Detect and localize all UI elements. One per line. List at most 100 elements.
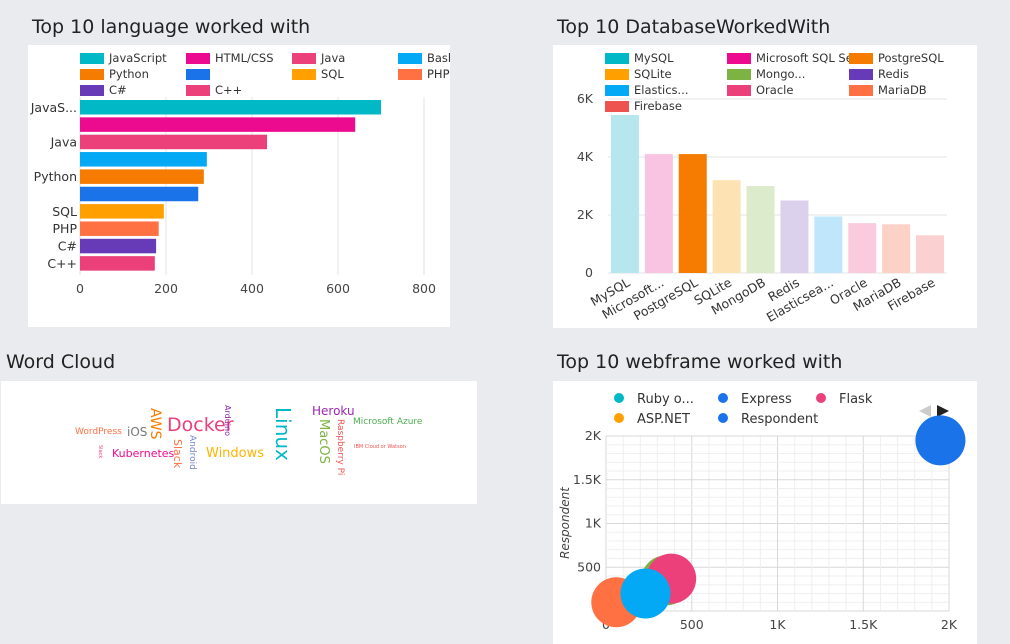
lang-y-label: Java	[50, 134, 77, 149]
web-y-axis-label: Respondent	[558, 486, 572, 559]
web-point	[620, 568, 671, 619]
lang-legend-swatch	[292, 53, 316, 64]
db-bar	[746, 186, 775, 273]
lang-bar	[80, 169, 204, 184]
lang-legend-label: JavaScript	[108, 51, 167, 65]
lang-y-label: SQL	[52, 204, 77, 219]
db-bar	[644, 154, 673, 273]
web-chart: Ruby o... Express Flask ASP.NET Respondent 50…	[558, 392, 966, 632]
web-legend-dot	[718, 393, 728, 403]
db-bar	[678, 154, 707, 273]
db-legend-label: Redis	[878, 67, 909, 81]
lang-bar	[80, 238, 157, 254]
lang-bar	[80, 117, 356, 132]
db-bar	[780, 200, 809, 273]
lang-legend-label: SQL	[321, 67, 344, 81]
lang-legend-label: C++	[215, 83, 242, 97]
db-legend-label: Elastics...	[634, 83, 689, 97]
lang-bar	[80, 100, 381, 115]
wordcloud-card: WordPress iOS AWS Docker Arduino Android Linux…	[1, 381, 477, 504]
web-x-tick: 500	[680, 617, 704, 632]
wordcloud-word: Microsoft Azure	[353, 417, 423, 427]
lang-bar	[80, 204, 164, 219]
db-legend-label: Oracle	[756, 83, 793, 97]
db-legend-swatch	[605, 53, 629, 64]
wordcloud-word: Raspberry Pi	[335, 419, 345, 476]
wordcloud-word: Arduino	[223, 405, 232, 436]
db-legend-swatch	[605, 85, 629, 96]
db-legend-swatch	[849, 85, 873, 96]
db-chart-card: MySQL Microsoft SQL Ser... PostgreSQL SQLit…	[553, 45, 977, 328]
legend-next-icon	[937, 405, 949, 417]
wordcloud-word: Android	[187, 435, 197, 470]
wordcloud-word: Heroku	[312, 404, 355, 418]
db-chart-title: Top 10 DatabaseWorkedWith	[557, 16, 831, 38]
db-bar	[712, 180, 741, 273]
web-legend-label: ASP.NET	[637, 412, 690, 427]
wordcloud-word: Slack	[97, 445, 103, 459]
db-y-tick: 6K	[577, 91, 594, 106]
lang-bar	[80, 221, 159, 236]
web-x-tick: 1K	[769, 617, 786, 632]
lang-legend-label: C#	[109, 83, 127, 97]
web-y-tick: 500	[577, 559, 601, 574]
db-legend-swatch	[727, 53, 751, 64]
db-chart: MySQL Microsoft SQL Ser... PostgreSQL SQLit…	[577, 51, 947, 325]
lang-legend-label: PHP	[427, 67, 450, 81]
wordcloud-word: WordPress	[75, 427, 122, 437]
wordcloud-word: iOS	[127, 425, 148, 439]
wordcloud-word: IBM Cloud or Watson	[354, 444, 406, 450]
lang-y-label: JavaS...	[30, 100, 77, 115]
web-point	[915, 415, 966, 466]
lang-legend-swatch	[80, 85, 104, 96]
web-x-tick: 2K	[941, 617, 958, 632]
lang-legend-label: Java	[320, 51, 345, 65]
lang-y-label: C++	[47, 256, 77, 271]
web-chart-card: Ruby o... Express Flask ASP.NET Respondent 50…	[553, 381, 977, 644]
db-legend-label: MariaDB	[878, 83, 927, 97]
lang-x-tick: 800	[412, 281, 436, 296]
wordcloud-word: Slack	[171, 439, 184, 469]
lang-x-tick: 200	[154, 281, 178, 296]
lang-bar	[80, 256, 155, 271]
legend-prev-icon	[919, 405, 931, 417]
lang-y-label: PHP	[53, 221, 78, 236]
lang-legend-label: Bash/Shell/Power...	[427, 51, 450, 65]
wordcloud-word: Kubernetes	[112, 447, 175, 460]
lang-legend-swatch	[80, 69, 104, 80]
lang-legend-swatch	[186, 53, 210, 64]
lang-legend-swatch	[186, 69, 210, 80]
wordcloud-word: MacOS	[316, 419, 331, 464]
db-y-tick: 4K	[577, 149, 594, 164]
lang-legend-swatch	[398, 69, 422, 80]
lang-legend-swatch	[398, 53, 422, 64]
db-bar	[610, 114, 639, 273]
db-legend-swatch	[605, 101, 629, 112]
lang-y-label: C#	[58, 239, 77, 254]
web-y-tick: 2K	[585, 428, 602, 443]
db-legend-label: Mongo...	[756, 67, 805, 81]
db-bar	[916, 235, 945, 273]
web-chart-title: Top 10 webframe worked with	[557, 351, 843, 373]
lang-bar	[80, 152, 207, 167]
web-legend-label: Respondent	[741, 412, 818, 427]
db-legend-label: Microsoft SQL Ser...	[756, 51, 867, 65]
db-legend-swatch	[605, 69, 629, 80]
web-legend-dot	[718, 413, 728, 423]
wordcloud-word: AWS	[147, 408, 163, 440]
db-legend-label: Firebase	[634, 99, 682, 113]
lang-legend-swatch	[80, 53, 104, 64]
wordcloud-word: Linux	[271, 407, 295, 461]
lang-x-tick: 0	[76, 281, 84, 296]
lang-bar	[80, 134, 268, 150]
web-legend-dot	[816, 393, 826, 403]
lang-x-tick: 600	[326, 281, 350, 296]
web-legend-label: Flask	[839, 392, 873, 407]
web-y-tick: 1K	[585, 516, 602, 531]
db-legend-label: SQLite	[634, 67, 672, 81]
lang-chart-title: Top 10 language worked with	[32, 16, 311, 38]
web-legend-dot	[614, 413, 624, 423]
db-y-tick: 2K	[577, 207, 594, 222]
db-bar	[882, 224, 911, 273]
db-legend-swatch	[727, 69, 751, 80]
